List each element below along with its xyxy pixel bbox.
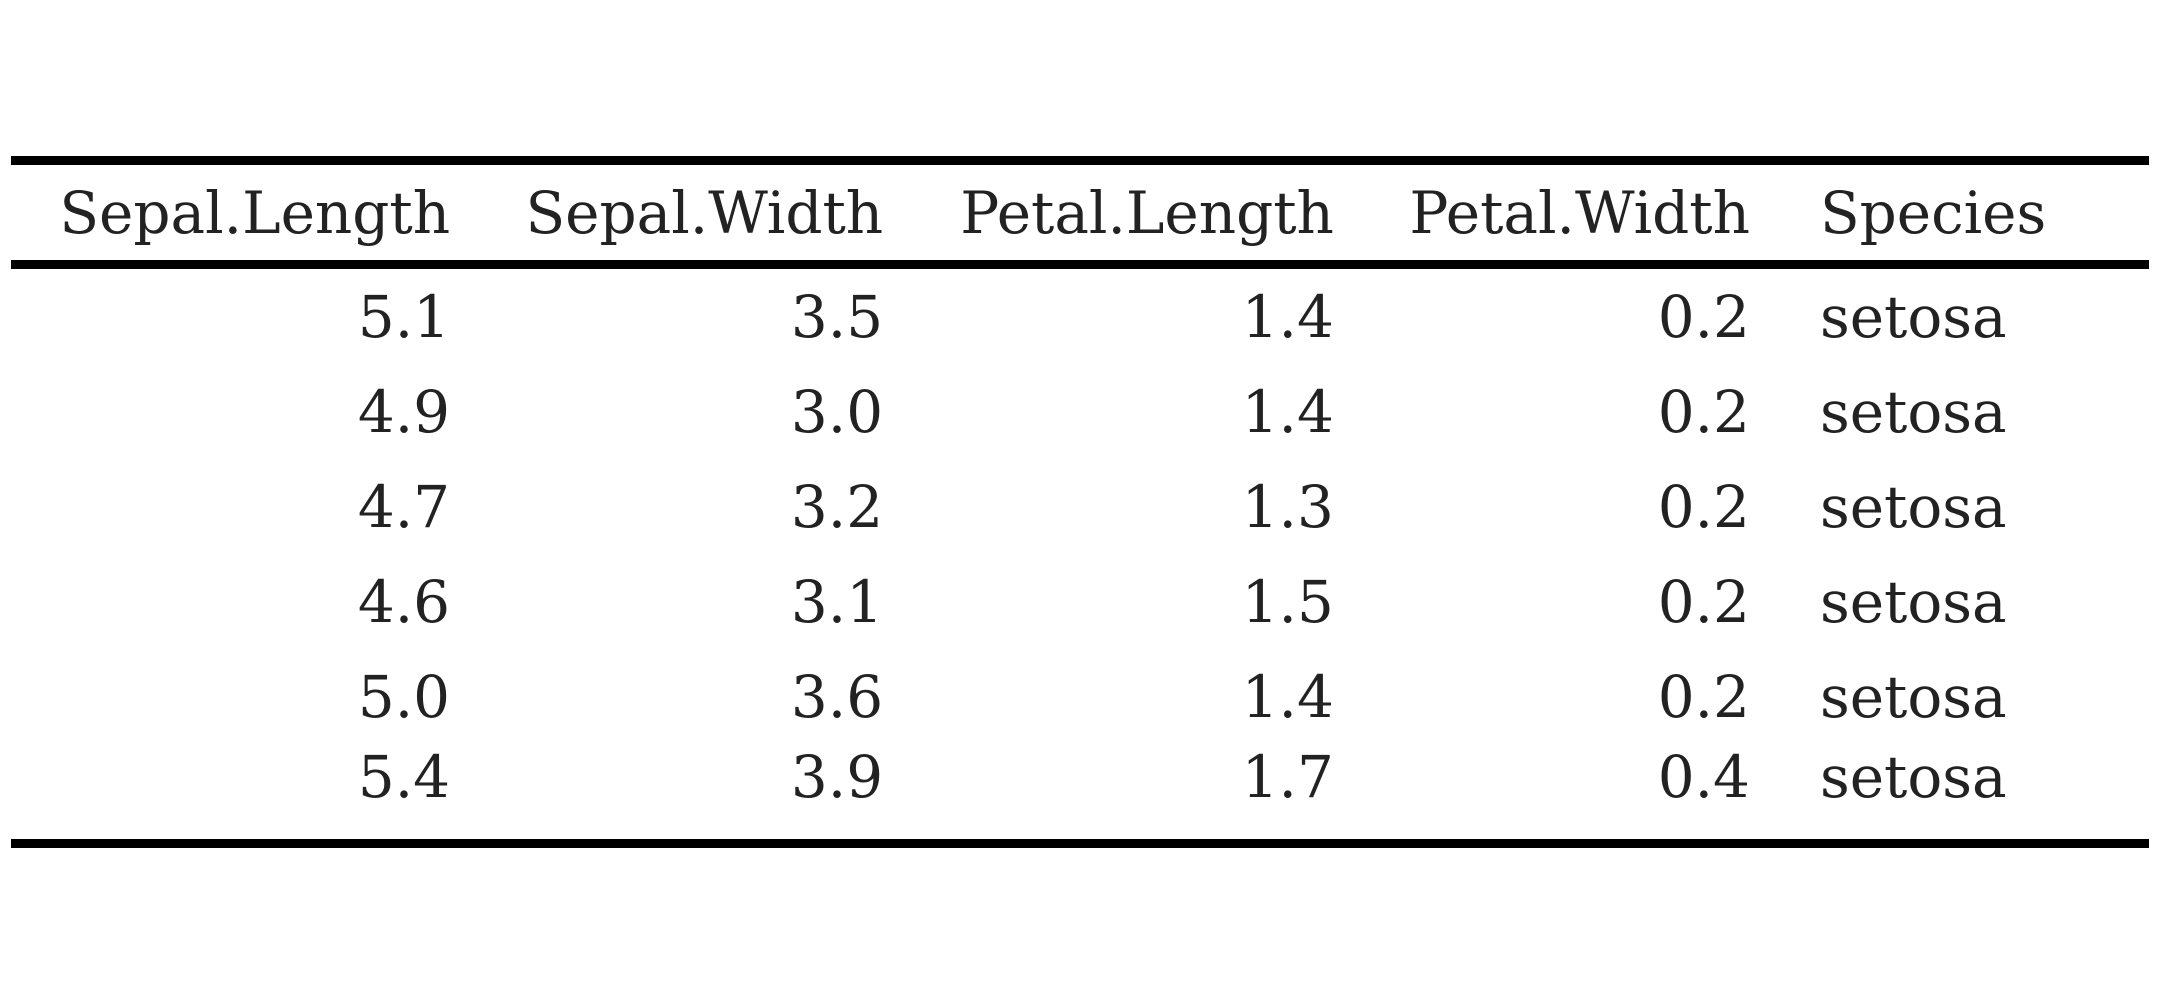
- column-header-species: Species: [1819, 178, 2047, 247]
- cell-sepal-width: 3.6: [790, 662, 884, 731]
- cell-species: setosa: [1819, 282, 2007, 351]
- cell-petal-width: 0.4: [1657, 743, 1750, 811]
- cell-species: setosa: [1819, 567, 2007, 636]
- table-row: 4.9 3.0 1.4 0.2 setosa: [11, 364, 2149, 459]
- cell-petal-width: 0.2: [1657, 282, 1750, 351]
- cell-species: setosa: [1819, 662, 2007, 731]
- cell-species: setosa: [1819, 743, 2007, 811]
- table-body: 5.1 3.5 1.4 0.2 setosa 4.9 3.0 1.4 0.2 setosa 4.7 3…: [11, 265, 2149, 844]
- cell-sepal-width: 3.0: [790, 377, 884, 446]
- cell-sepal-width: 3.5: [790, 282, 884, 351]
- column-header-petal-length: Petal.Length: [960, 178, 1334, 247]
- cell-sepal-length: 4.7: [357, 472, 451, 541]
- column-header-sepal-length: Sepal.Length: [59, 178, 451, 247]
- data-table: Sepal.Length Sepal.Width Petal.Length Pe…: [11, 156, 2149, 848]
- cell-petal-length: 1.4: [1241, 282, 1334, 351]
- header-row: Sepal.Length Sepal.Width Petal.Length Pe…: [11, 160, 2149, 265]
- cell-petal-length: 1.4: [1241, 662, 1334, 731]
- cell-sepal-width: 3.1: [790, 567, 884, 636]
- cell-petal-length: 1.3: [1241, 472, 1334, 541]
- cell-petal-length: 1.5: [1241, 567, 1334, 636]
- cell-petal-width: 0.2: [1657, 472, 1750, 541]
- table-row: 5.0 3.6 1.4 0.2 setosa: [11, 649, 2149, 744]
- table-header: Sepal.Length Sepal.Width Petal.Length Pe…: [11, 160, 2149, 265]
- cell-petal-length: 1.7: [1241, 743, 1334, 811]
- table-row: 5.4 3.9 1.7 0.4 setosa: [11, 744, 2149, 844]
- table-row: 5.1 3.5 1.4 0.2 setosa: [11, 265, 2149, 365]
- cell-species: setosa: [1819, 472, 2007, 541]
- cell-sepal-length: 4.6: [357, 567, 451, 636]
- table-row: 4.6 3.1 1.5 0.2 setosa: [11, 554, 2149, 649]
- column-header-petal-width: Petal.Width: [1409, 178, 1750, 247]
- cell-petal-width: 0.2: [1657, 567, 1750, 636]
- cell-sepal-width: 3.9: [790, 743, 884, 811]
- cell-petal-width: 0.2: [1657, 377, 1750, 446]
- table-row: 4.7 3.2 1.3 0.2 setosa: [11, 459, 2149, 554]
- cell-sepal-length: 5.1: [357, 282, 451, 351]
- cell-sepal-width: 3.2: [790, 472, 884, 541]
- cell-petal-length: 1.4: [1241, 377, 1334, 446]
- column-header-sepal-width: Sepal.Width: [525, 178, 884, 247]
- cell-sepal-length: 4.9: [357, 377, 451, 446]
- cell-sepal-length: 5.4: [357, 743, 451, 811]
- cell-species: setosa: [1819, 377, 2007, 446]
- cell-sepal-length: 5.0: [357, 662, 451, 731]
- cell-petal-width: 0.2: [1657, 662, 1750, 731]
